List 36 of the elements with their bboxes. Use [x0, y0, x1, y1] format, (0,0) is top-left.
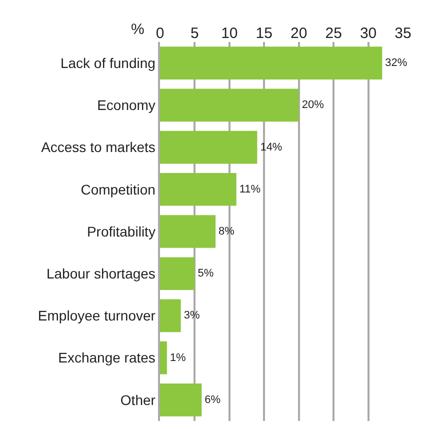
y-tick-label: Exchange rates	[58, 350, 156, 366]
y-tick-label: Profitability	[86, 223, 156, 240]
bar	[160, 88, 299, 122]
y-tick-label: Other	[120, 392, 156, 408]
bar	[160, 384, 202, 416]
x-tick-label: 25	[325, 25, 342, 42]
bar	[160, 215, 216, 248]
data-label: 5%	[198, 268, 214, 280]
data-label: 32%	[385, 57, 408, 70]
x-tick-label: 35	[394, 25, 412, 42]
y-tick-label: Access to markets	[41, 139, 156, 156]
y-tick-label: Economy	[97, 97, 156, 114]
x-tick-label: 30	[360, 25, 377, 42]
bar	[160, 257, 195, 290]
data-label: 11%	[239, 183, 261, 196]
data-label: 8%	[218, 226, 235, 238]
x-tick-label: 15	[256, 25, 272, 42]
bar	[160, 46, 382, 80]
x-tick-label: 0	[156, 25, 164, 42]
bar	[160, 299, 181, 332]
y-tick-label: Competition	[80, 181, 156, 198]
y-tick-label: Labour shortages	[46, 266, 156, 282]
data-label: 6%	[204, 394, 221, 406]
y-tick-label: Lack of funding	[60, 54, 156, 71]
x-axis-title: %	[131, 21, 144, 38]
bar	[160, 172, 236, 206]
x-tick-label: 20	[290, 25, 308, 42]
x-tick-label: 5	[190, 25, 199, 42]
data-label: 3%	[184, 310, 200, 322]
bar	[160, 341, 167, 374]
y-tick-label: Employee turnover	[38, 308, 156, 324]
x-tick-label: 10	[221, 25, 238, 42]
data-label: 20%	[302, 99, 324, 112]
data-label: 1%	[170, 352, 186, 364]
bar	[160, 130, 258, 164]
data-label: 14%	[260, 141, 282, 154]
